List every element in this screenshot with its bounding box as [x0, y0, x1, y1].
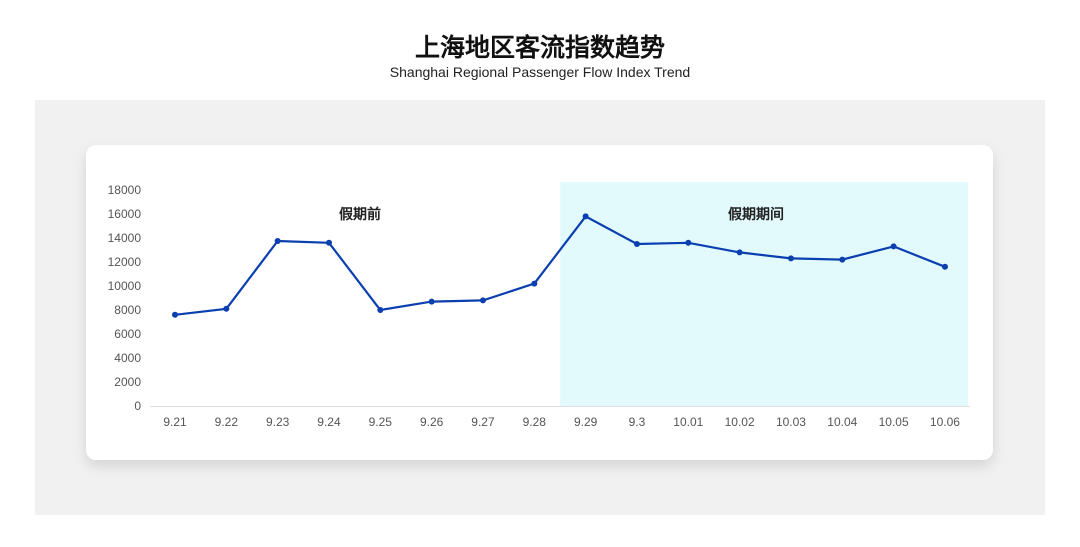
y-tick-label: 4000 [114, 351, 141, 365]
x-tick-label: 9.22 [215, 415, 239, 429]
x-tick-label: 9.26 [420, 415, 444, 429]
data-point [941, 263, 948, 270]
data-point [223, 305, 230, 312]
y-tick-label: 14000 [108, 231, 142, 245]
region-label: 假期期间 [728, 206, 784, 223]
data-point [685, 239, 692, 246]
y-tick-label: 8000 [114, 303, 141, 317]
y-tick-label: 0 [134, 399, 141, 413]
x-tick-label: 10.06 [930, 415, 960, 429]
data-point [325, 239, 332, 246]
y-tick-label: 6000 [114, 327, 141, 341]
data-point [428, 298, 435, 305]
data-point [890, 243, 897, 250]
y-tick-label: 10000 [108, 279, 142, 293]
data-point [736, 249, 743, 256]
data-point [274, 238, 281, 244]
x-tick-label: 10.05 [879, 415, 909, 429]
data-point [787, 255, 794, 262]
y-tick-label: 12000 [108, 255, 142, 269]
x-tick-label: 10.04 [827, 415, 857, 429]
x-tick-label: 9.27 [471, 415, 495, 429]
data-point [839, 256, 846, 263]
x-tick-label: 9.23 [266, 415, 290, 429]
region-label: 假期前 [339, 206, 381, 223]
x-tick-label: 9.3 [629, 415, 646, 429]
data-point [479, 297, 486, 304]
y-tick-label: 18000 [108, 183, 142, 197]
x-tick-label: 9.29 [574, 415, 598, 429]
page-subtitle: Shanghai Regional Passenger Flow Index T… [389, 64, 691, 80]
data-point [531, 280, 538, 287]
x-tick-label: 9.24 [317, 415, 341, 429]
y-tick-label: 16000 [108, 207, 142, 221]
x-tick-label: 9.28 [523, 415, 547, 429]
x-tick-label: 10.01 [673, 415, 703, 429]
x-tick-label: 10.03 [776, 415, 806, 429]
series-line [174, 214, 946, 316]
data-point [582, 213, 589, 220]
data-point [377, 307, 384, 313]
x-tick-label: 9.21 [163, 415, 187, 429]
region-shade [560, 182, 968, 406]
x-tick-label: 10.02 [725, 415, 755, 429]
page-title: 上海地区客流指数趋势 [414, 33, 665, 62]
x-tick-label: 9.25 [369, 415, 393, 429]
y-tick-label: 2000 [114, 375, 141, 389]
data-point [633, 241, 640, 247]
data-point [172, 311, 178, 318]
